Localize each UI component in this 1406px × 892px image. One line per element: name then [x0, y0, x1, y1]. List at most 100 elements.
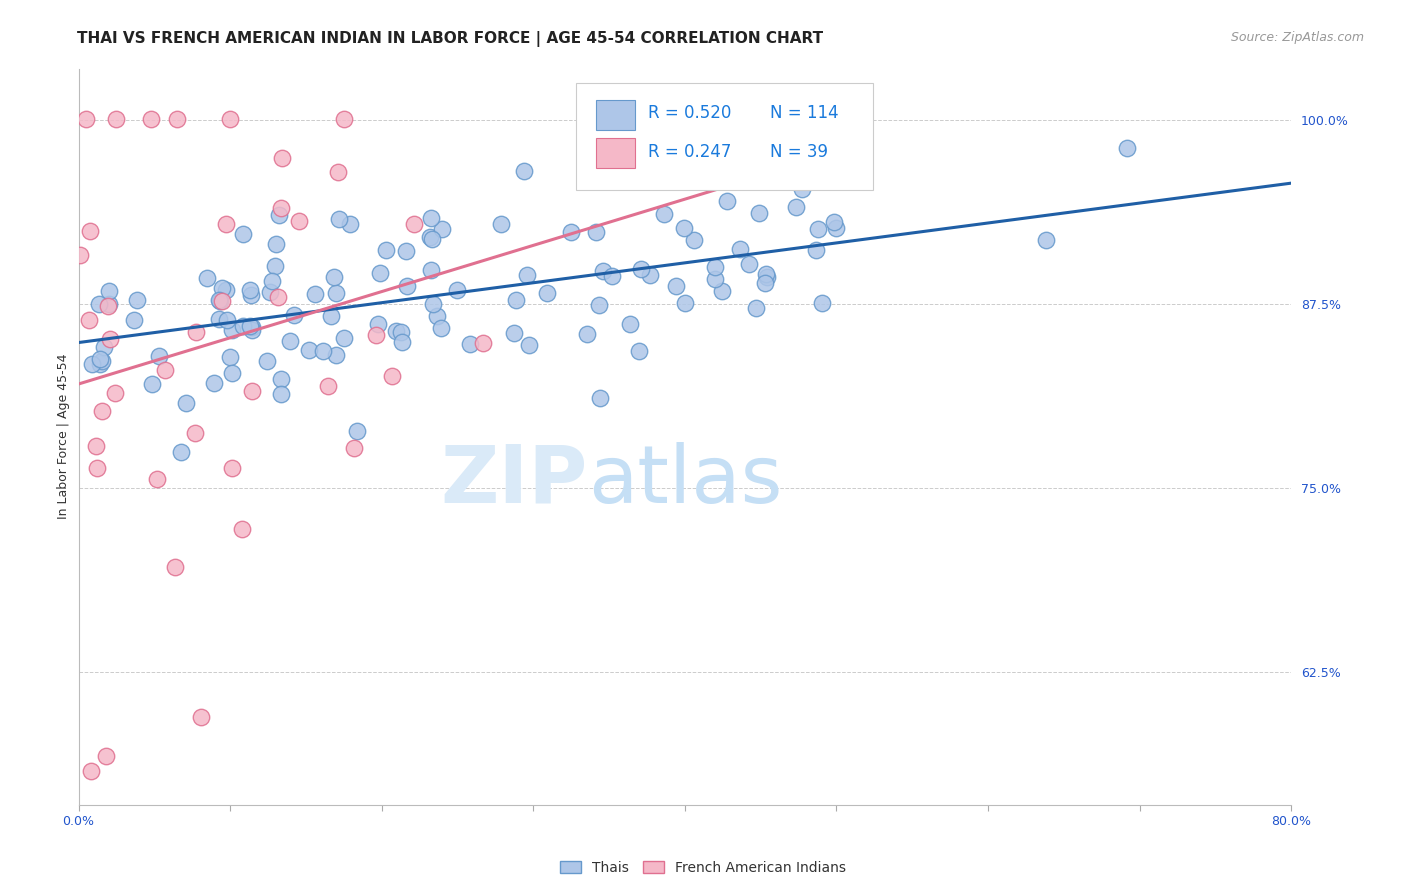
Point — [219, 351, 242, 365]
Point — [165, 560, 187, 574]
Point — [125, 293, 148, 308]
Point — [304, 287, 326, 301]
Text: N = 39: N = 39 — [769, 143, 828, 161]
Point — [430, 320, 453, 334]
Point — [513, 164, 536, 178]
Point — [232, 227, 254, 242]
Point — [260, 274, 283, 288]
Point — [141, 112, 163, 126]
Point — [665, 278, 688, 293]
Point — [239, 319, 262, 334]
Point — [90, 404, 112, 418]
Point — [328, 165, 350, 179]
Point — [395, 244, 418, 259]
Point — [339, 218, 361, 232]
FancyBboxPatch shape — [596, 100, 636, 129]
Point — [153, 363, 176, 377]
Point — [122, 313, 145, 327]
Point — [505, 293, 527, 308]
Point — [472, 336, 495, 351]
Point — [89, 297, 111, 311]
Point — [785, 200, 807, 214]
Point — [239, 283, 262, 297]
Point — [585, 225, 607, 239]
Point — [420, 263, 443, 277]
Point — [221, 367, 243, 381]
Point — [683, 233, 706, 247]
Point — [536, 286, 558, 301]
Point — [91, 354, 114, 368]
Point — [202, 376, 225, 390]
Point — [328, 211, 350, 226]
Point — [259, 285, 281, 300]
Point — [375, 243, 398, 257]
Point — [319, 309, 342, 323]
Point — [673, 221, 696, 235]
Text: THAI VS FRENCH AMERICAN INDIAN IN LABOR FORCE | AGE 45-54 CORRELATION CHART: THAI VS FRENCH AMERICAN INDIAN IN LABOR … — [77, 31, 824, 47]
Point — [755, 267, 778, 281]
Point — [270, 201, 292, 215]
Point — [745, 301, 768, 315]
Point — [619, 317, 641, 331]
Point — [422, 297, 444, 311]
Legend: Thais, French American Indians: Thais, French American Indians — [554, 855, 852, 880]
Point — [343, 442, 366, 456]
Point — [426, 309, 449, 323]
Point — [592, 264, 614, 278]
Text: atlas: atlas — [588, 442, 782, 520]
Point — [811, 295, 834, 310]
Point — [267, 290, 290, 304]
Point — [704, 271, 727, 285]
Point — [446, 283, 468, 297]
Point — [104, 386, 127, 401]
Point — [283, 308, 305, 322]
Point — [94, 748, 117, 763]
Point — [221, 323, 243, 337]
Text: R = 0.247: R = 0.247 — [648, 143, 733, 161]
Point — [256, 354, 278, 368]
Point — [710, 284, 733, 298]
Point — [460, 337, 482, 351]
Point — [517, 338, 540, 352]
Point — [652, 207, 675, 221]
Point — [231, 522, 253, 536]
Point — [166, 112, 188, 126]
Point — [93, 340, 115, 354]
Point — [391, 334, 413, 349]
Point — [208, 312, 231, 326]
Point — [333, 112, 356, 126]
Point — [77, 313, 100, 327]
Y-axis label: In Labor Force | Age 45-54: In Labor Force | Age 45-54 — [58, 354, 70, 519]
Point — [640, 268, 662, 282]
Point — [86, 439, 108, 453]
Point — [148, 349, 170, 363]
Point — [208, 293, 231, 307]
Point — [516, 268, 538, 282]
Point — [98, 284, 121, 298]
Point — [214, 283, 236, 297]
Point — [145, 472, 167, 486]
Point — [630, 261, 652, 276]
Point — [367, 317, 389, 331]
FancyBboxPatch shape — [575, 83, 873, 190]
Point — [627, 343, 650, 358]
Point — [184, 325, 207, 339]
Point — [97, 299, 120, 313]
Point — [89, 357, 111, 371]
Point — [575, 326, 598, 341]
Point — [79, 224, 101, 238]
Point — [600, 269, 623, 284]
Point — [333, 331, 356, 345]
Point — [298, 343, 321, 357]
Point — [240, 384, 263, 399]
Point — [270, 151, 292, 165]
Point — [98, 297, 121, 311]
Point — [82, 357, 104, 371]
Point — [325, 286, 347, 301]
Point — [183, 426, 205, 441]
Point — [270, 372, 292, 386]
Point — [278, 334, 301, 348]
Point — [588, 391, 610, 405]
Point — [141, 376, 163, 391]
Point — [325, 348, 347, 362]
